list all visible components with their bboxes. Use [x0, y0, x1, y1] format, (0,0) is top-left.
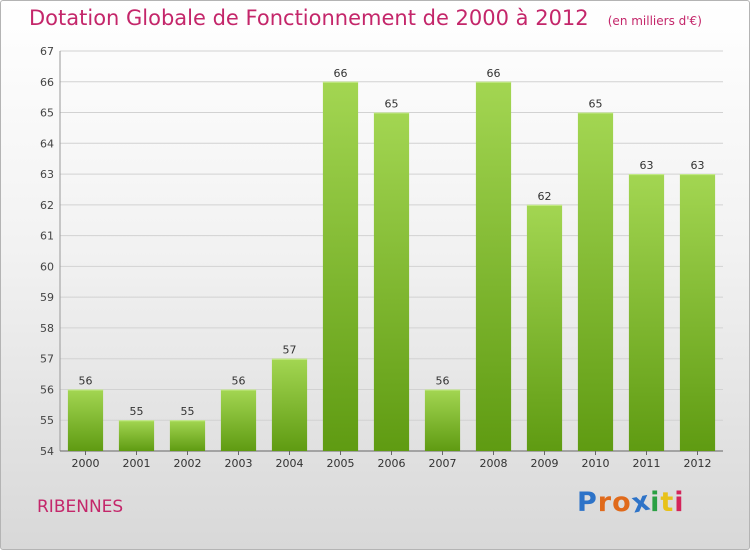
y-tick-label: 65 — [40, 107, 54, 120]
x-tick-label: 2008 — [480, 457, 508, 470]
bar — [67, 389, 104, 451]
data-label: 56 — [232, 374, 246, 387]
title-unit: (en milliers d'€) — [607, 14, 702, 28]
logo-letter: r — [597, 487, 613, 518]
y-tick-label: 55 — [40, 414, 54, 427]
data-label: 66 — [334, 67, 348, 80]
bar — [679, 174, 716, 452]
y-tick-label: 58 — [40, 322, 54, 335]
title-main: Dotation Globale de Fonctionnement de 20… — [29, 6, 589, 30]
data-label: 65 — [385, 98, 399, 111]
y-tick-label: 61 — [40, 230, 54, 243]
x-tick-label: 2006 — [378, 457, 406, 470]
logo-letter: i — [650, 487, 661, 518]
bar — [271, 358, 308, 451]
bar — [322, 81, 359, 452]
bar — [628, 174, 665, 452]
x-tick-label: 2010 — [582, 457, 610, 470]
y-tick-label: 64 — [40, 137, 54, 150]
y-tick-label: 59 — [40, 291, 54, 304]
data-label: 63 — [640, 159, 654, 172]
x-tick-label: 2009 — [531, 457, 559, 470]
data-label: 63 — [691, 159, 705, 172]
x-tick-label: 2007 — [429, 457, 457, 470]
data-label: 56 — [79, 374, 93, 387]
x-tick-label: 2005 — [327, 457, 355, 470]
axis-layer: 54 55 56 57 58 59 60 61 62 63 64 65 66 67 2000 2001 2002… — [40, 45, 723, 470]
data-label: 56 — [436, 374, 450, 387]
y-tick-label: 54 — [40, 445, 54, 458]
bar — [220, 389, 257, 451]
y-tick-label: 66 — [40, 76, 54, 89]
logo-letter: P — [577, 487, 598, 518]
bar — [169, 420, 206, 451]
x-tick-label: 2011 — [633, 457, 661, 470]
y-tick-label: 63 — [40, 168, 54, 181]
logo-letter: o — [612, 487, 632, 518]
y-tick-label: 60 — [40, 260, 54, 273]
data-label: 55 — [181, 405, 195, 418]
x-tick-label: 2012 — [684, 457, 712, 470]
x-tick-label: 2001 — [123, 457, 151, 470]
x-tick-label: 2003 — [225, 457, 253, 470]
x-tick-label: 2004 — [276, 457, 304, 470]
bar — [118, 420, 155, 451]
y-tick-label: 57 — [40, 353, 54, 366]
logo-letter: i — [674, 487, 685, 518]
chart-title: Dotation Globale de Fonctionnement de 20… — [29, 6, 702, 30]
data-label: 66 — [487, 67, 501, 80]
bar-layer: 56 55 55 56 57 66 65 56 66 62 65 63 63 — [67, 67, 716, 452]
bar — [475, 81, 512, 452]
y-tick-label: 62 — [40, 199, 54, 212]
bar — [526, 204, 563, 451]
data-label: 62 — [538, 190, 552, 203]
logo-letter: t — [660, 487, 675, 518]
commune-name: RIBENNES — [37, 497, 124, 517]
x-tick-label: 2000 — [72, 457, 100, 470]
x-tick-label: 2002 — [174, 457, 202, 470]
bar — [424, 389, 461, 451]
y-tick-label: 56 — [40, 383, 54, 396]
bar — [373, 112, 410, 452]
proxiti-logo: Proxiti — [577, 485, 685, 519]
data-label: 57 — [283, 344, 297, 357]
y-tick-label: 67 — [40, 45, 54, 58]
data-label: 55 — [130, 405, 144, 418]
data-label: 65 — [589, 98, 603, 111]
bar — [577, 112, 614, 452]
